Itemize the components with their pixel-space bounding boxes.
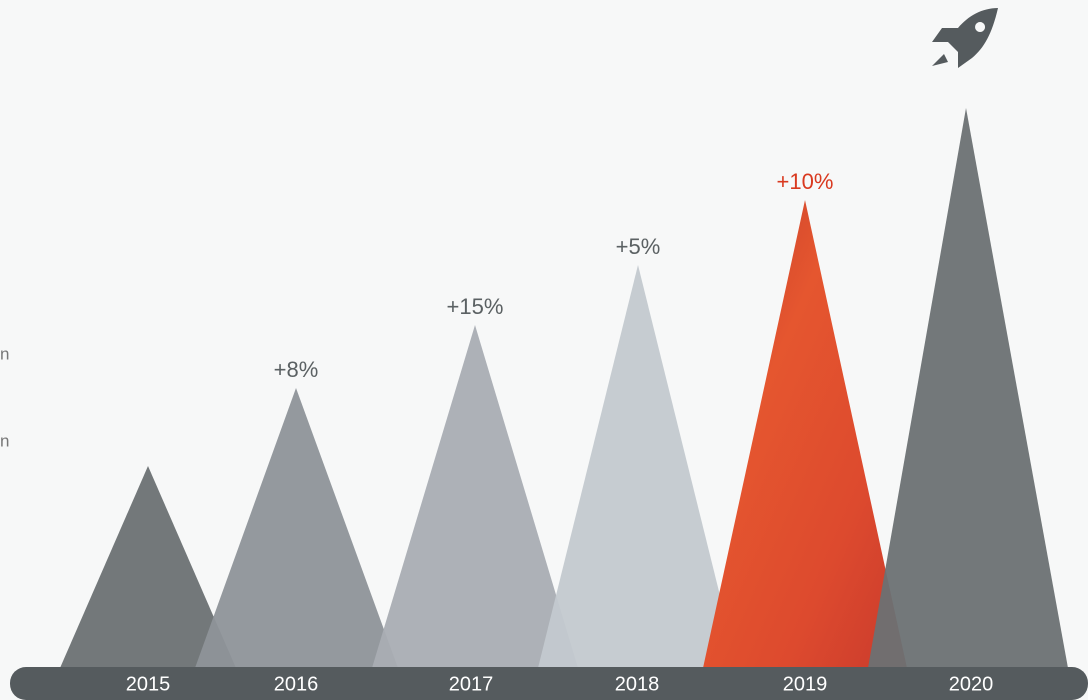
growth-label: +15% (447, 294, 504, 319)
growth-label: +5% (616, 234, 661, 259)
year-label: 2015 (126, 673, 171, 695)
year-label: 2016 (274, 673, 319, 695)
side-text: n (0, 431, 9, 450)
slide: n n 2015 2016 +8% 2017 +15% 2018 +5% 2019 +10% 20… (0, 0, 1088, 700)
growth-label: +8% (274, 357, 319, 382)
year-label: 2020 (949, 673, 994, 695)
growth-label: +10% (777, 169, 834, 194)
year-label: 2019 (783, 673, 828, 695)
page: n n 2015 2016 +8% 2017 +15% 2018 +5% 2019 +10% 20… (0, 0, 1088, 700)
year-label: 2018 (615, 673, 660, 695)
year-label: 2017 (449, 673, 494, 695)
side-text: n (0, 344, 9, 363)
timeline-bar (10, 667, 1088, 700)
